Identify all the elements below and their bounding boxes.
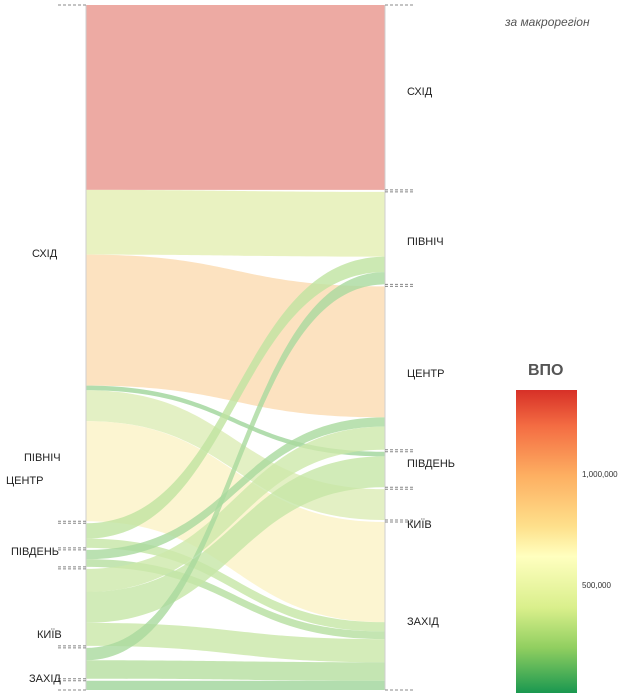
flow-ПІВДЕНЬ-ПІВДЕНЬ bbox=[86, 456, 385, 623]
legend-tick-label: 1,000,000 bbox=[582, 470, 618, 479]
right-label-south: ПІВДЕНЬ bbox=[407, 458, 456, 470]
legend-tick-label: 500,000 bbox=[582, 581, 611, 590]
flow-ПІВДЕНЬ-ЗАХІД bbox=[86, 622, 385, 663]
flow-ЦЕНТР-ЗАХІД bbox=[86, 559, 385, 640]
right-label-west: ЗАХІД bbox=[407, 616, 439, 628]
legend-color-bar bbox=[516, 390, 577, 693]
left-label-north: ПІВНІЧ bbox=[24, 452, 61, 464]
flow-КИЇВ-ПІВНІЧ bbox=[86, 272, 385, 661]
left-label-south: ПІВДЕНЬ bbox=[11, 546, 60, 558]
flow-ПІВНІЧ-ЗАХІД bbox=[86, 538, 385, 632]
chart-subtitle: за макрорегіон bbox=[505, 15, 590, 29]
left-label-east: СХІД bbox=[32, 248, 58, 260]
legend-title: ВПО bbox=[528, 362, 564, 379]
flow-ПІВДЕНЬ-ЦЕНТР bbox=[86, 426, 385, 592]
right-label-north: ПІВНІЧ bbox=[407, 236, 444, 248]
left-label-center: ЦЕНТР bbox=[6, 475, 44, 487]
right-label-center: ЦЕНТР bbox=[407, 368, 445, 380]
flow-СХІД-ПІВДЕНЬ bbox=[86, 385, 385, 457]
flow-КИЇВ-ЗАХІД bbox=[86, 660, 385, 681]
flow-ЗАХІД-ЗАХІД bbox=[86, 680, 385, 690]
flow-ЦЕНТР-ЦЕНТР bbox=[86, 417, 385, 560]
left-label-west: ЗАХІД bbox=[29, 673, 61, 685]
flow-СХІД-ПІВНІЧ bbox=[86, 189, 385, 257]
flow-СХІД-СХІД bbox=[86, 5, 385, 190]
right-label-east: СХІД bbox=[407, 86, 433, 98]
right-label-kyiv: КИЇВ bbox=[407, 519, 432, 531]
flow-СХІД-ЗАХІД bbox=[86, 421, 385, 623]
flow-ПІВНІЧ-ПІВНІЧ bbox=[86, 256, 385, 539]
left-label-kyiv: КИЇВ bbox=[37, 629, 62, 641]
